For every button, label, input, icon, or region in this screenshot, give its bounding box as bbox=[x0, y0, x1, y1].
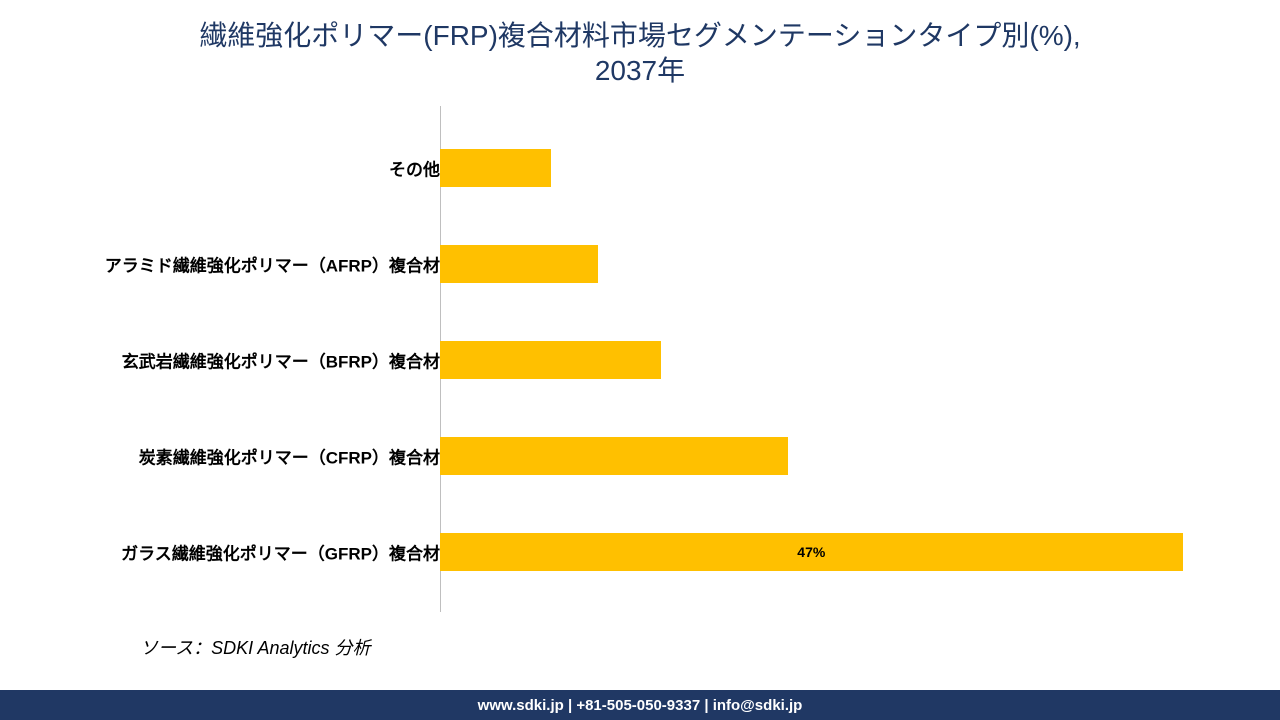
chart-plot-area: その他アラミド繊維強化ポリマー（AFRP）複合材玄武岩繊維強化ポリマー（BFRP… bbox=[40, 112, 1240, 602]
bar-plot-cell bbox=[440, 216, 1230, 312]
category-label: アラミド繊維強化ポリマー（AFRP）複合材 bbox=[105, 252, 440, 277]
title-line-1: 繊維強化ポリマー(FRP)複合材料市場セグメンテーションタイプ別(%), bbox=[199, 20, 1080, 51]
bar-row: 炭素繊維強化ポリマー（CFRP）複合材 bbox=[40, 408, 1240, 504]
chart-title: 繊維強化ポリマー(FRP)複合材料市場セグメンテーションタイプ別(%), 203… bbox=[0, 0, 1280, 88]
bar-row: アラミド繊維強化ポリマー（AFRP）複合材 bbox=[40, 216, 1240, 312]
source-attribution: ソース：SDKI Analytics 分析 bbox=[140, 634, 370, 660]
bar-value-label: 47% bbox=[797, 544, 825, 560]
bar bbox=[440, 437, 788, 475]
category-label: 炭素繊維強化ポリマー（CFRP）複合材 bbox=[139, 444, 440, 469]
bar bbox=[440, 341, 661, 379]
title-line-2: 2037年 bbox=[595, 55, 685, 86]
category-label: 玄武岩繊維強化ポリマー（BFRP）複合材 bbox=[122, 348, 440, 373]
bar: 47% bbox=[440, 533, 1183, 571]
bar-plot-cell bbox=[440, 120, 1230, 216]
footer-text: www.sdki.jp | +81-505-050-9337 | info@sd… bbox=[478, 697, 803, 714]
bar-row: 玄武岩繊維強化ポリマー（BFRP）複合材 bbox=[40, 312, 1240, 408]
bar-row: その他 bbox=[40, 120, 1240, 216]
bar-plot-cell bbox=[440, 408, 1230, 504]
bar bbox=[440, 245, 598, 283]
category-label: ガラス繊維強化ポリマー（GFRP）複合材 bbox=[121, 540, 440, 565]
bar-plot-cell bbox=[440, 312, 1230, 408]
bar-plot-cell: 47% bbox=[440, 504, 1230, 600]
bar bbox=[440, 149, 551, 187]
chart-slide: 繊維強化ポリマー(FRP)複合材料市場セグメンテーションタイプ別(%), 203… bbox=[0, 0, 1280, 720]
bar-row: ガラス繊維強化ポリマー（GFRP）複合材 47% bbox=[40, 504, 1240, 600]
footer-bar: www.sdki.jp | +81-505-050-9337 | info@sd… bbox=[0, 690, 1280, 720]
category-label: その他 bbox=[389, 156, 440, 181]
